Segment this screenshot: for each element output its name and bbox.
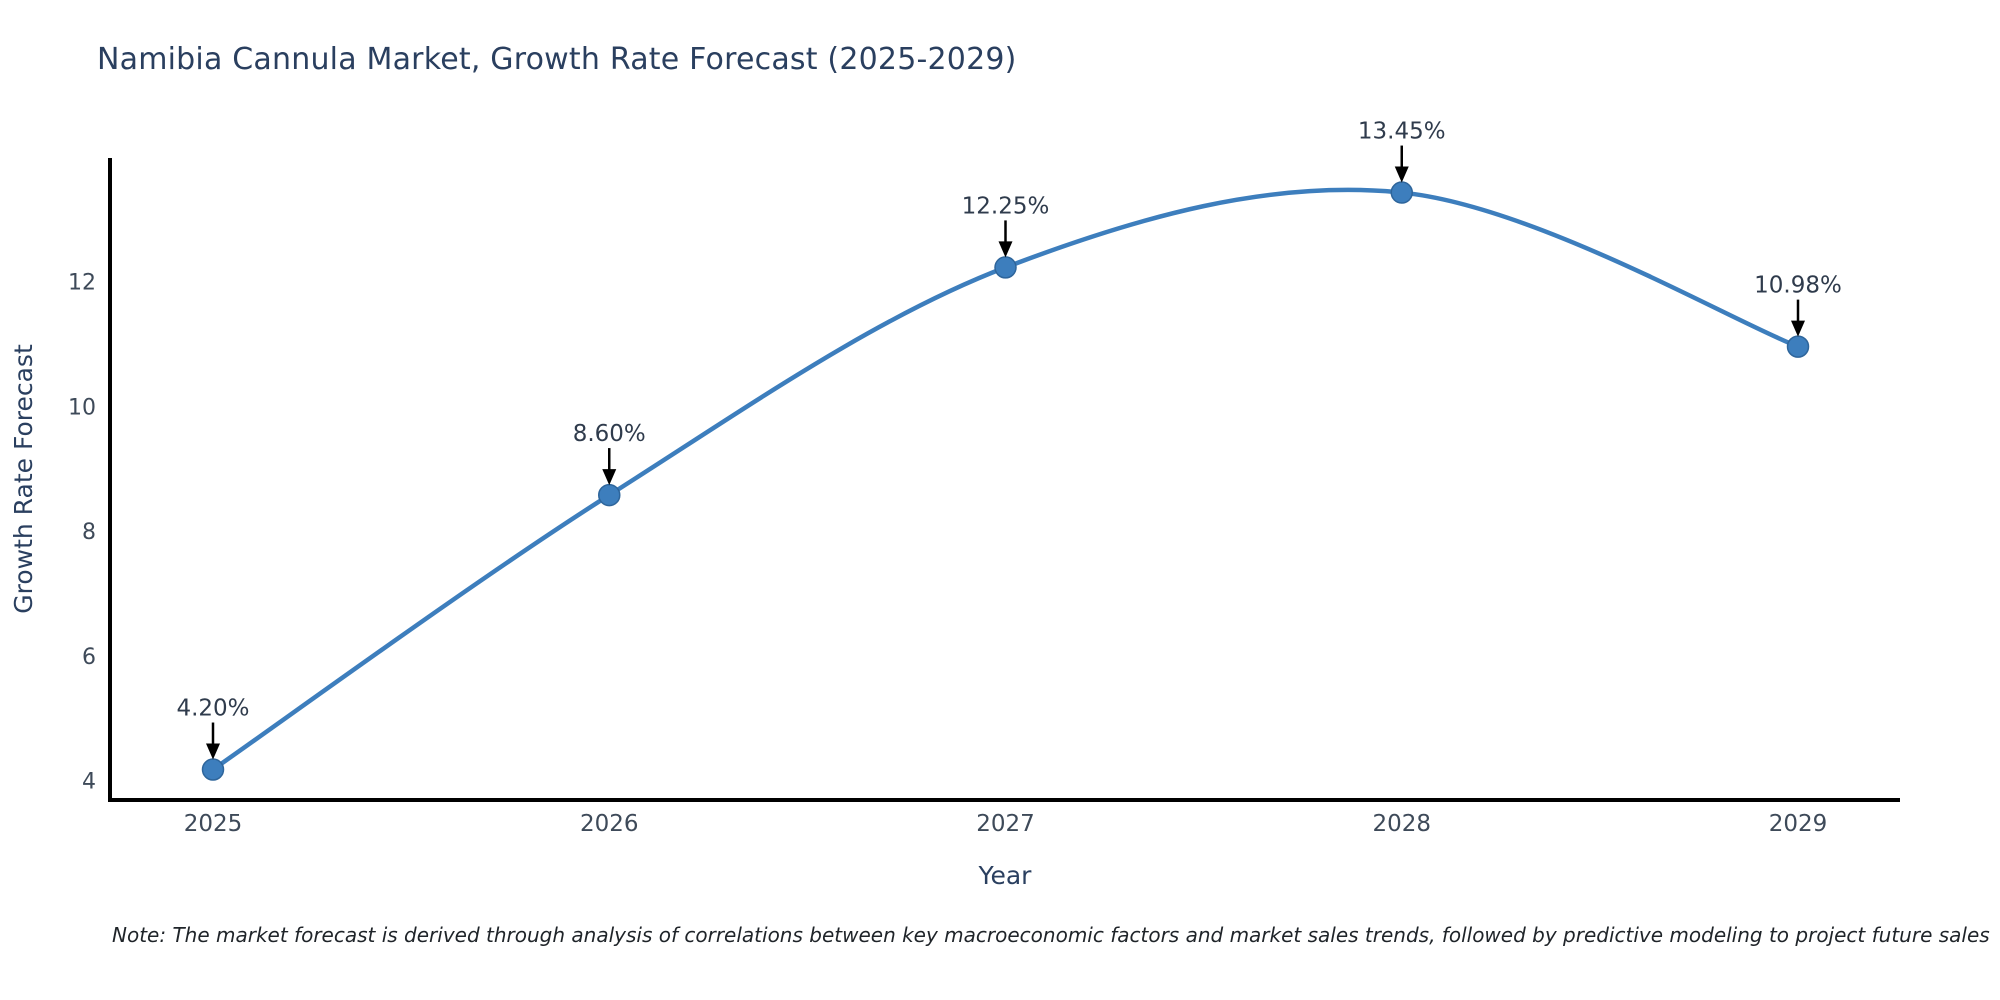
- y-tick-label: 6: [82, 645, 96, 670]
- x-axis-tick-labels: 2025 2026 2027 2028 2029: [184, 811, 1828, 837]
- annotation-arrowhead: [998, 241, 1013, 258]
- annotation-arrowhead: [1791, 320, 1805, 337]
- x-tick-label: 2026: [580, 811, 639, 837]
- data-point-label: 12.25%: [962, 193, 1050, 219]
- data-point-label: 4.20%: [176, 696, 249, 722]
- data-point-label: 10.98%: [1754, 273, 1842, 299]
- data-point-marker: [994, 256, 1017, 279]
- axis-titles: Year Growth Rate Forecast: [9, 344, 1032, 890]
- x-tick-label: 2027: [976, 811, 1035, 837]
- chart-title: Namibia Cannula Market, Growth Rate Fore…: [97, 42, 1017, 77]
- annotation-arrowhead: [206, 743, 220, 760]
- y-axis-title: Growth Rate Forecast: [9, 344, 38, 614]
- data-point-label: 8.60%: [573, 421, 646, 447]
- axes: [108, 158, 1900, 802]
- y-tick-label: 4: [82, 770, 96, 795]
- data-point-marker: [1786, 335, 1810, 358]
- x-axis-title: Year: [978, 861, 1033, 890]
- x-tick-label: 2025: [184, 811, 243, 837]
- data-point-marker: [201, 758, 225, 781]
- x-tick-label: 2028: [1372, 811, 1431, 837]
- y-axis-tick-labels: 4 6 8 10 12: [68, 271, 96, 795]
- data-annotations: 4.20% 8.60% 12.25% 13.45% 10.98%: [176, 119, 1842, 760]
- y-tick-label: 8: [82, 520, 96, 545]
- methodology-note: Note: The market forecast is derived thr…: [112, 923, 1990, 947]
- x-tick-label: 2029: [1769, 811, 1828, 837]
- axis-lines: [108, 158, 1900, 802]
- annotation-arrowhead: [602, 469, 617, 486]
- annotation-arrowhead: [1394, 166, 1409, 183]
- data-point-markers: [201, 181, 1810, 781]
- data-point-marker: [1390, 181, 1413, 204]
- data-point-marker: [598, 483, 621, 507]
- y-tick-label: 12: [68, 271, 96, 296]
- data-point-label: 13.45%: [1358, 119, 1446, 145]
- y-tick-label: 10: [68, 395, 96, 420]
